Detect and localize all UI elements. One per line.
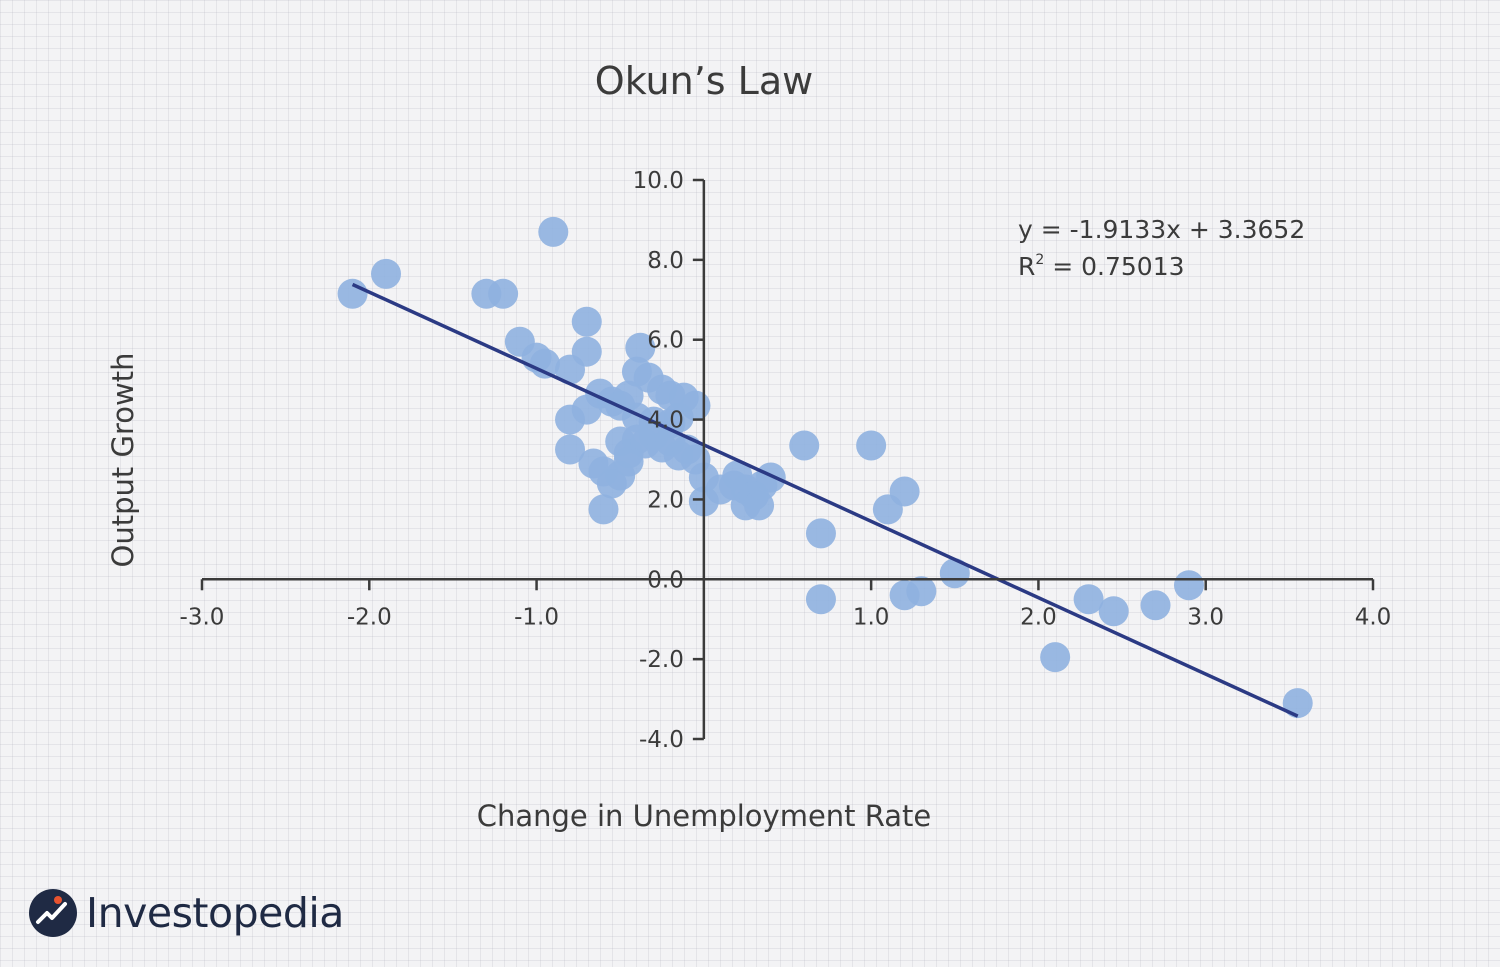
x-tick-label: 2.0 bbox=[1020, 604, 1057, 630]
y-tick-label: 4.0 bbox=[647, 408, 684, 434]
x-tick-label: 4.0 bbox=[1355, 604, 1392, 630]
brand-logo: Investopedia bbox=[28, 888, 344, 938]
data-point bbox=[1098, 596, 1129, 627]
data-point bbox=[371, 258, 402, 289]
data-point bbox=[755, 462, 786, 493]
y-tick-label: 2.0 bbox=[647, 487, 684, 513]
data-point bbox=[488, 278, 519, 309]
data-point bbox=[906, 576, 937, 607]
data-point bbox=[555, 434, 586, 465]
data-point bbox=[789, 430, 820, 461]
data-point bbox=[588, 494, 619, 525]
data-point bbox=[805, 518, 836, 549]
data-point bbox=[889, 476, 920, 507]
chart-title: Okun’s Law bbox=[595, 59, 813, 103]
x-tick-label: 1.0 bbox=[853, 604, 890, 630]
data-point bbox=[1173, 570, 1204, 601]
x-tick-label: -1.0 bbox=[514, 604, 559, 630]
y-tick-label: 0.0 bbox=[647, 567, 684, 593]
data-point bbox=[1073, 584, 1104, 615]
r-squared-symbol: R bbox=[1018, 252, 1035, 281]
x-tick-label: -3.0 bbox=[180, 604, 225, 630]
x-tick-label: -2.0 bbox=[347, 604, 392, 630]
y-axis-title: Output Growth bbox=[106, 353, 140, 568]
y-tick-label: -4.0 bbox=[639, 727, 684, 753]
investopedia-logo-icon bbox=[29, 889, 77, 937]
trendline-equation: y = -1.9133x + 3.3652 bbox=[1018, 215, 1305, 244]
data-point bbox=[1140, 590, 1171, 621]
data-point bbox=[571, 336, 602, 367]
data-point bbox=[663, 402, 694, 433]
data-points bbox=[337, 216, 1313, 719]
data-point bbox=[538, 216, 569, 247]
y-tick-label: 8.0 bbox=[647, 248, 684, 274]
data-point bbox=[337, 278, 368, 309]
trendline bbox=[351, 282, 1299, 718]
brand-name: Investopedia bbox=[86, 889, 344, 937]
x-axis-title: Change in Unemployment Rate bbox=[477, 799, 932, 833]
data-point bbox=[1282, 688, 1313, 719]
x-axis-ticks: -3.0 -2.0 -1.0 1.0 2.0 3.0 4.0 bbox=[180, 579, 1392, 630]
data-point bbox=[805, 584, 836, 615]
data-point bbox=[939, 558, 970, 589]
r-squared-value: = 0.75013 bbox=[1044, 252, 1184, 281]
data-point bbox=[856, 430, 887, 461]
x-tick-label: 3.0 bbox=[1187, 604, 1224, 630]
data-point bbox=[529, 348, 560, 379]
y-tick-label: -2.0 bbox=[639, 647, 684, 673]
data-point bbox=[613, 446, 644, 477]
data-point bbox=[571, 306, 602, 337]
data-point bbox=[625, 332, 656, 363]
data-point bbox=[1040, 642, 1071, 673]
y-tick-label: 6.0 bbox=[647, 328, 684, 354]
r-squared-label: R2 = 0.75013 bbox=[1018, 252, 1185, 281]
y-tick-label: 10.0 bbox=[633, 168, 684, 194]
r-squared-superscript: 2 bbox=[1035, 252, 1044, 268]
y-axis-ticks: 10.0 8.0 6.0 4.0 2.0 0.0 -2.0 -4.0 bbox=[633, 168, 704, 753]
